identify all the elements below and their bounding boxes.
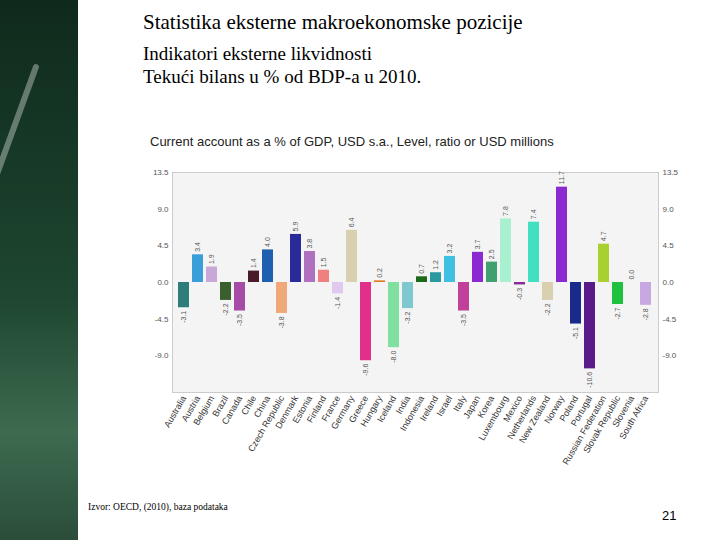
svg-text:China: China	[251, 393, 273, 420]
svg-text:7.8: 7.8	[502, 206, 509, 216]
svg-text:-3.2: -3.2	[404, 311, 411, 323]
html-text:21: 21	[662, 508, 677, 523]
svg-text:3.2: 3.2	[446, 244, 453, 254]
svg-text:4.5: 4.5	[663, 241, 675, 250]
svg-text:1.5: 1.5	[320, 257, 327, 267]
svg-text:0.2: 0.2	[376, 268, 383, 278]
svg-text:11.7: 11.7	[558, 171, 565, 184]
svg-text:3.7: 3.7	[474, 240, 481, 250]
svg-text:South Africa: South Africa	[617, 394, 650, 441]
svg-text:-2.8: -2.8	[642, 308, 649, 320]
svg-text:New Zealand: New Zealand	[517, 393, 553, 445]
svg-text:-1.4: -1.4	[334, 297, 341, 309]
svg-text:-3.8: -3.8	[278, 316, 285, 328]
svg-text:-10.6: -10.6	[586, 372, 593, 388]
html-text:Indikatori eksterne likvidnost: Indikatori eksterne likvidnosti	[143, 43, 372, 64]
svg-text:3.8: 3.8	[306, 239, 313, 249]
html-text:Izvor: OECD, (2010), baza poda: Izvor: OECD, (2010), baza podataka	[88, 502, 228, 512]
svg-text:-8.0: -8.0	[390, 351, 397, 363]
svg-text:Australia: Australia	[162, 393, 189, 430]
svg-text:India: India	[393, 393, 413, 416]
svg-text:Japan: Japan	[461, 393, 483, 421]
svg-text:Estonia: Estonia	[290, 393, 315, 425]
svg-text:0.0: 0.0	[663, 278, 675, 287]
svg-text:9.0: 9.0	[157, 205, 169, 214]
svg-text:Hungary: Hungary	[358, 393, 385, 429]
svg-text:Finland: Finland	[304, 393, 329, 425]
html-text:Tekući bilans u % od BDP-a u 2: Tekući bilans u % od BDP-a u 2010.	[143, 66, 422, 87]
svg-text:Indonesia: Indonesia	[398, 393, 427, 433]
svg-text:-5.1: -5.1	[572, 327, 579, 339]
svg-text:-0.3: -0.3	[516, 288, 523, 300]
svg-text:-2.7: -2.7	[614, 307, 621, 319]
svg-text:Austria: Austria	[179, 393, 203, 424]
svg-text:4.5: 4.5	[157, 241, 169, 250]
svg-text:9.0: 9.0	[663, 205, 675, 214]
svg-text:-9.0: -9.0	[663, 351, 677, 360]
svg-text:Mexico: Mexico	[501, 393, 525, 424]
svg-text:0.0: 0.0	[157, 278, 169, 287]
svg-text:Russian Federation: Russian Federation	[560, 393, 609, 467]
svg-text:Portugal: Portugal	[568, 393, 595, 428]
svg-text:Chile: Chile	[239, 393, 259, 417]
svg-text:4.0: 4.0	[264, 237, 271, 247]
svg-text:7.4: 7.4	[530, 209, 537, 219]
svg-text:-3.5: -3.5	[460, 314, 467, 326]
svg-text:Slovak Republic: Slovak Republic	[581, 393, 623, 455]
svg-text:1.9: 1.9	[208, 254, 215, 264]
svg-text:Korea: Korea	[475, 393, 497, 420]
svg-text:5.9: 5.9	[292, 222, 299, 232]
svg-text:Denmark: Denmark	[273, 393, 301, 431]
svg-text:-2.2: -2.2	[222, 303, 229, 315]
svg-text:1.2: 1.2	[432, 260, 439, 270]
svg-text:Canada: Canada	[219, 393, 245, 427]
svg-text:13.5: 13.5	[153, 168, 169, 177]
svg-text:1.4: 1.4	[250, 258, 257, 268]
svg-text:Greece: Greece	[346, 393, 371, 425]
svg-text:Germany: Germany	[329, 393, 357, 431]
svg-text:Czech Republic: Czech Republic	[246, 393, 287, 454]
svg-text:-9.6: -9.6	[362, 364, 369, 376]
svg-text:-3.5: -3.5	[236, 314, 243, 326]
svg-text:-4.5: -4.5	[663, 315, 677, 324]
svg-text:2.5: 2.5	[488, 249, 495, 259]
svg-text:Israel: Israel	[435, 394, 455, 418]
svg-text:0.7: 0.7	[418, 264, 425, 274]
svg-text:0.0: 0.0	[628, 270, 635, 280]
html-text:Current account as a % of GDP,: Current account as a % of GDP, USD s.a.,…	[150, 134, 554, 149]
svg-text:Luxembourg: Luxembourg	[476, 393, 511, 443]
svg-text:6.4: 6.4	[348, 218, 355, 228]
svg-text:Ireland: Ireland	[417, 393, 441, 423]
svg-text:4.7: 4.7	[600, 231, 607, 241]
svg-text:Belgium: Belgium	[191, 393, 217, 428]
svg-text:Netherlands: Netherlands	[505, 393, 539, 441]
svg-text:Brazil: Brazil	[210, 393, 231, 419]
svg-text:Iceland: Iceland	[375, 393, 399, 425]
svg-text:-9.0: -9.0	[155, 351, 169, 360]
svg-text:Poland: Poland	[557, 393, 581, 424]
svg-text:3.4: 3.4	[194, 242, 201, 252]
svg-text:-4.5: -4.5	[155, 315, 169, 324]
svg-text:-3.1: -3.1	[180, 311, 187, 323]
svg-text:Norway: Norway	[542, 393, 567, 426]
svg-text:Italy: Italy	[451, 393, 469, 414]
svg-text:-2.2: -2.2	[544, 303, 551, 315]
html-text:Statistika eksterne makroekono: Statistika eksterne makroekonomske pozic…	[143, 10, 523, 34]
svg-text:13.5: 13.5	[663, 168, 679, 177]
svg-text:Slovenia: Slovenia	[610, 393, 637, 429]
svg-text:France: France	[319, 393, 343, 424]
